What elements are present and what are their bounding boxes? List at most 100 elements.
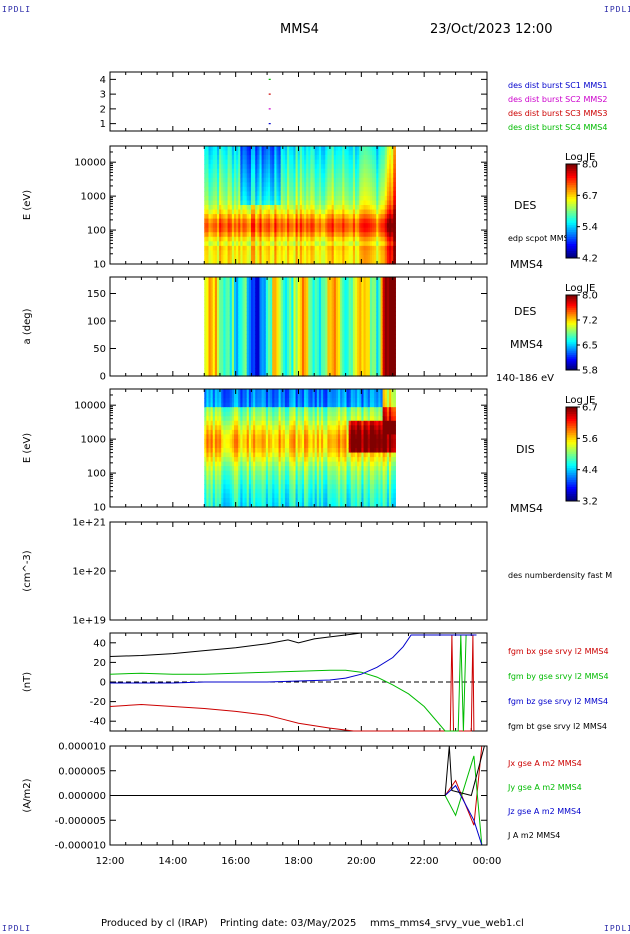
spectrogram-cell [272,164,275,170]
spectrogram-cell [231,232,235,238]
spectrogram-cell [246,182,250,188]
spectrogram-cell [265,191,269,197]
spectrogram-cell [301,236,305,242]
spectrogram-cell [236,288,239,293]
spectrogram-cell [376,372,379,377]
spectrogram-cell [346,330,350,335]
spectrogram-cell [361,150,365,156]
spectrogram-cell [206,322,210,328]
spectrogram-cell [225,168,229,174]
spectrogram-cell [225,368,229,373]
spectrogram-cell [306,372,309,377]
spectrogram-cell [216,326,220,331]
spectrogram-cell [348,280,352,286]
spectrogram-cell [276,155,280,161]
spectrogram-cell [363,372,367,377]
spectrogram-cell [338,236,341,242]
spectrogram-cell [380,284,384,290]
spectrogram-cell [229,168,233,174]
spectrogram-cell [372,155,375,161]
spectrogram-cell [301,337,305,343]
spectrogram-cell [208,177,212,183]
spectrogram-cell [316,326,320,331]
spectrogram-cell [240,168,244,174]
spectrogram-cell [325,191,329,197]
spectrogram-cell [231,330,235,335]
spectrogram-cell [369,353,373,358]
spectrogram-cell [367,315,371,320]
spectrogram-cell [263,195,267,202]
spectrogram-cell [301,311,305,316]
spectrogram-cell [359,173,362,179]
spectrogram-cell [304,200,307,206]
spectrogram-cell [310,326,314,331]
spectrogram-cell [223,195,227,202]
spectrogram-cell [208,236,212,242]
spectrogram-cell [225,150,229,156]
spectrogram-cell [287,330,290,335]
spectrogram-cell [244,159,248,165]
spectrogram-cell [388,259,392,265]
spectrogram-cell [338,296,341,301]
spectrogram-cell [206,150,210,156]
spectrogram-cell [250,223,254,229]
spectrogram-cell [348,330,352,335]
spectrogram-cell [291,200,295,206]
spectrogram-cell [318,284,322,290]
spectrogram-cell [301,200,305,206]
spectrogram-cell [304,341,307,347]
spectrogram-cell [331,209,335,215]
spectrogram-cell [386,277,390,282]
spectrogram-cell [367,150,371,156]
spectrogram-cell [236,250,239,256]
spectrogram-cell [378,164,382,170]
spectrogram-cell [274,311,278,316]
spectrogram-cell [204,299,207,305]
spectrogram-cell [233,337,237,343]
spectrogram-cell [233,245,237,251]
spectrogram-cell [219,334,222,339]
spectrogram-cell [325,360,329,366]
spectrogram-cell [219,205,222,211]
spectrogram-cell [384,307,388,312]
spectrogram-cell [374,254,377,261]
spectrogram-cell [393,326,396,331]
spectrogram-cell [265,223,269,229]
spectrogram-cell [206,356,210,362]
spectrogram-cell [348,322,352,328]
spectrogram-cell [246,209,250,215]
spectrogram-cell [267,195,271,202]
spectrogram-cell [342,227,346,233]
spectrogram-cell [318,334,322,339]
spectrogram-cell [289,245,292,251]
spectrogram-cell [361,296,365,301]
spectrogram-cell [333,368,337,373]
spectrogram-cell [323,155,326,161]
spectrogram-cell [278,195,282,202]
spectrogram-cell [304,250,307,256]
spectrogram-cell [357,218,360,224]
spectrogram-cell [380,326,384,331]
spectrogram-cell [265,315,269,320]
y-tick-label-des_energy: 10 [93,260,106,271]
spectrogram-cell [253,155,256,161]
spectrogram-cell [272,146,275,152]
spectrogram-cell [210,372,214,377]
spectrogram-cell [314,205,318,211]
spectrogram-cell [219,177,222,183]
spectrogram-cell [206,368,210,373]
spectrogram-cell [221,164,224,170]
spectrogram-cell [287,356,290,362]
spectrogram-cell [291,322,295,328]
spectrogram-cell [240,299,244,305]
spectrogram-cell [372,227,375,233]
spectrogram-cell [274,200,278,206]
spectrogram-cell [369,150,373,156]
spectrogram-cell [331,296,335,301]
spectrogram-cell [240,195,244,202]
spectrogram-cell [293,150,297,156]
spectrogram-cell [388,186,392,192]
spectrogram-cell [282,241,286,247]
spectrogram-cell [216,349,220,354]
spectrogram-cell [327,334,331,339]
